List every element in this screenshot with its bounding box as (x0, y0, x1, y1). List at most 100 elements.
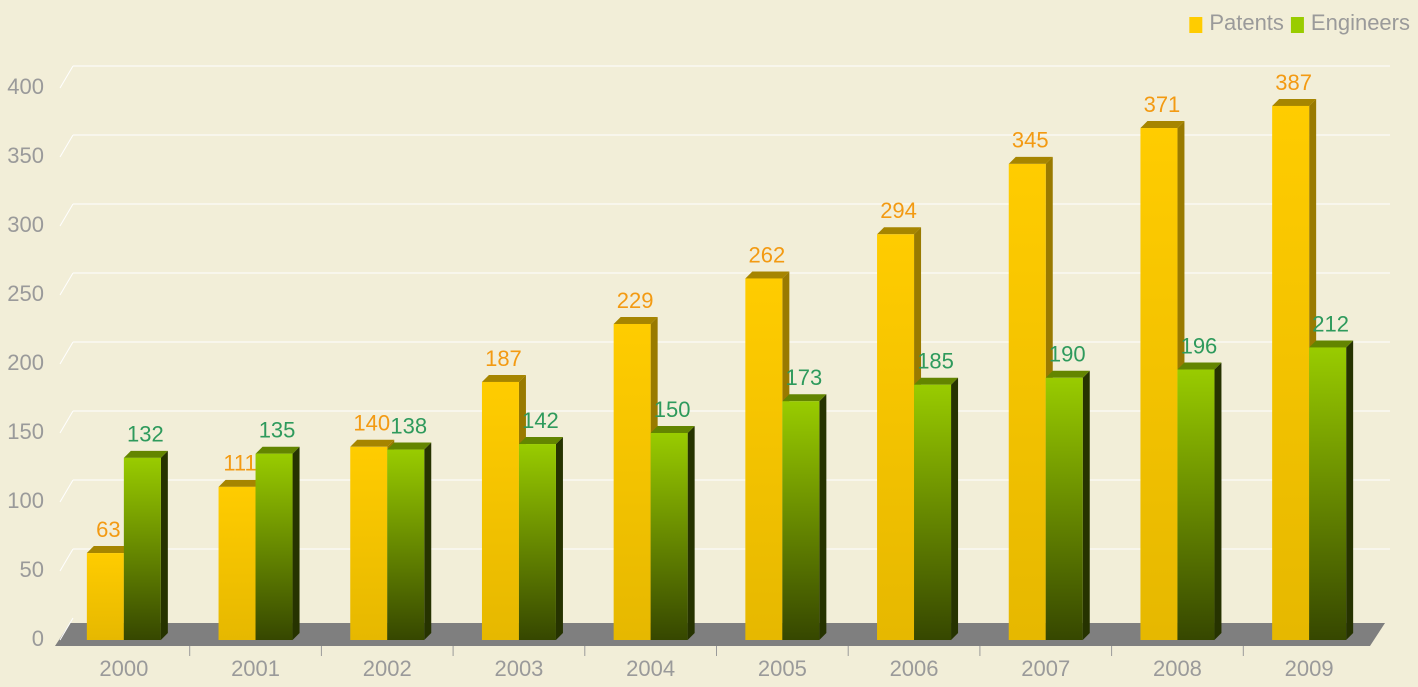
y-tick-label: 350 (7, 143, 44, 168)
legend-label: Engineers (1311, 10, 1410, 35)
value-label: 371 (1144, 92, 1181, 117)
bar-top (1177, 363, 1221, 370)
x-tick-label: 2004 (626, 656, 675, 681)
bar (1009, 164, 1046, 640)
value-label: 294 (880, 198, 917, 223)
y-tick-label: 100 (7, 488, 44, 513)
bar (219, 487, 256, 640)
bar (1272, 106, 1309, 640)
bar-top (1009, 157, 1053, 164)
bar-top (782, 394, 826, 401)
x-tick-label: 2008 (1153, 656, 1202, 681)
y-tick-label: 400 (7, 74, 44, 99)
x-tick-label: 2000 (99, 656, 148, 681)
bar-top (387, 443, 431, 450)
axis-tick (60, 273, 73, 295)
bar-top (1140, 121, 1184, 128)
bar-top (256, 447, 300, 454)
value-label: 132 (127, 422, 164, 447)
legend-label: Patents (1209, 10, 1284, 35)
bar (1046, 378, 1083, 640)
bar-side (819, 394, 826, 640)
bar (519, 444, 556, 640)
axis-tick (60, 204, 73, 226)
bar (256, 454, 293, 640)
bar-top (482, 375, 526, 382)
bar-top (1272, 99, 1316, 106)
value-label: 229 (617, 288, 654, 313)
y-tick-label: 0 (32, 626, 44, 651)
x-tick-label: 2005 (758, 656, 807, 681)
bar (877, 234, 914, 640)
value-label: 185 (917, 349, 954, 374)
value-label: 142 (522, 408, 559, 433)
axis-tick (60, 135, 73, 157)
bar (614, 324, 651, 640)
axis-tick (60, 342, 73, 364)
value-label: 190 (1049, 342, 1086, 367)
bar (745, 278, 782, 640)
bar (124, 458, 161, 640)
value-label: 150 (654, 397, 691, 422)
bar-top (1046, 371, 1090, 378)
axis-tick (60, 549, 73, 571)
value-label: 140 (353, 411, 390, 436)
value-label: 63 (96, 517, 120, 542)
axis-tick (60, 480, 73, 502)
bar (1177, 370, 1214, 640)
bar-top (877, 227, 921, 234)
value-label: 262 (748, 242, 785, 267)
bar-side (161, 451, 168, 640)
x-tick-label: 2007 (1021, 656, 1070, 681)
bar-side (688, 426, 695, 640)
bar-side (1346, 340, 1353, 640)
bar-top (124, 451, 168, 458)
bar-top (350, 440, 394, 447)
value-label: 345 (1012, 128, 1049, 153)
x-tick-label: 2006 (890, 656, 939, 681)
bar-top (651, 426, 695, 433)
bar-top (519, 437, 563, 444)
legend-swatch (1291, 17, 1304, 33)
value-label: 196 (1181, 333, 1218, 358)
chart: 0 50 100 150 200 250 300 350 400 2000 63 132 2001 111… (0, 0, 1418, 687)
bar-side (1083, 371, 1090, 640)
y-tick-label: 200 (7, 350, 44, 375)
bar (482, 382, 519, 640)
bar-top (614, 317, 658, 324)
bar (387, 450, 424, 640)
bar (782, 401, 819, 640)
bar-top (745, 271, 789, 278)
y-tick-label: 250 (7, 281, 44, 306)
bar-side (556, 437, 563, 640)
bar-side (1214, 363, 1221, 640)
value-label: 173 (785, 365, 822, 390)
legend-swatch (1189, 17, 1202, 33)
bar-side (293, 447, 300, 640)
y-tick-label: 50 (20, 557, 44, 582)
bar (1140, 128, 1177, 640)
value-label: 187 (485, 346, 522, 371)
x-tick-label: 2009 (1285, 656, 1334, 681)
y-tick-label: 300 (7, 212, 44, 237)
x-tick-label: 2003 (494, 656, 543, 681)
bar-side (951, 378, 958, 640)
bar (1309, 347, 1346, 640)
bar (914, 385, 951, 640)
value-label: 212 (1312, 311, 1349, 336)
bar-side (424, 443, 431, 640)
bar (651, 433, 688, 640)
bar (87, 553, 124, 640)
x-tick-label: 2001 (231, 656, 280, 681)
axis-tick (60, 66, 73, 88)
x-tick-label: 2002 (363, 656, 412, 681)
y-tick-label: 150 (7, 419, 44, 444)
axis-tick (60, 411, 73, 433)
value-label: 111 (223, 451, 256, 476)
value-label: 387 (1275, 70, 1312, 95)
bar-top (1309, 340, 1353, 347)
bar-top (914, 378, 958, 385)
bar (350, 447, 387, 640)
value-label: 135 (259, 418, 296, 443)
value-label: 138 (390, 413, 427, 438)
